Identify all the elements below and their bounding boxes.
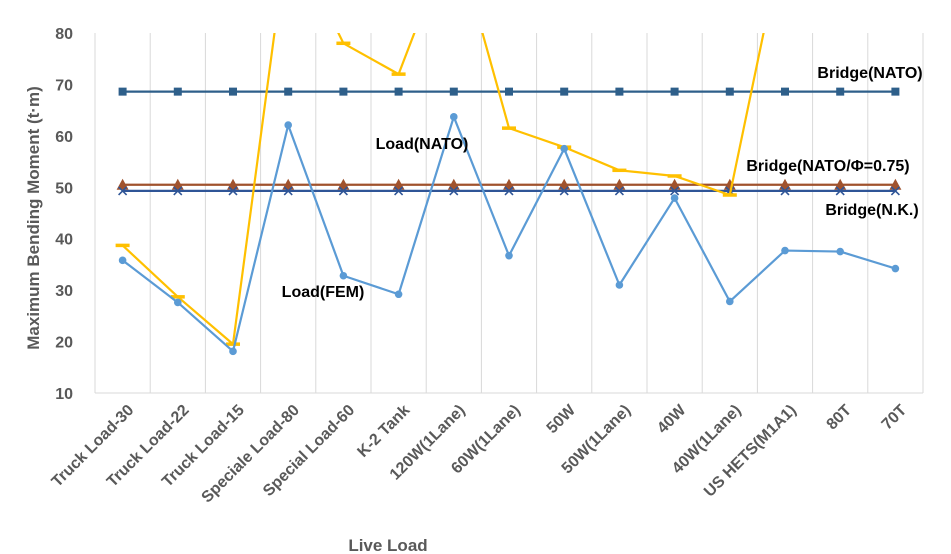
data-point-bridge-nato bbox=[339, 87, 348, 96]
series-line-load-fem bbox=[121, 115, 896, 353]
data-point-load-fem bbox=[394, 290, 403, 299]
data-point-load-fem bbox=[836, 247, 844, 256]
data-point-load-fem bbox=[615, 281, 624, 289]
grid-layer bbox=[94, 33, 924, 393]
annotation-bridge-n-k: Bridge(N.K.) bbox=[825, 202, 918, 219]
y-tick-label: 50 bbox=[55, 180, 73, 197]
data-point-load-fem bbox=[891, 264, 900, 273]
x-tick-label: 50W bbox=[544, 401, 580, 437]
x-tick-label: 70T bbox=[879, 402, 911, 434]
data-point-bridge-n-k bbox=[890, 186, 900, 196]
x-tick-label: Special Load-60 bbox=[260, 402, 358, 500]
x-axis-title: Live Load bbox=[348, 536, 427, 554]
y-tick-label: 40 bbox=[55, 232, 73, 249]
y-tick-label: 80 bbox=[55, 26, 73, 43]
data-point-bridge-nato bbox=[670, 87, 679, 96]
data-point-bridge-n-k bbox=[614, 186, 624, 196]
data-point-bridge-n-k bbox=[228, 186, 238, 196]
series-load-fem bbox=[118, 113, 900, 356]
x-tick-label: Speciale Load-80 bbox=[199, 402, 304, 507]
y-axis-title: Maximum Bending Moment (t·m) bbox=[24, 86, 43, 350]
data-point-load-fem bbox=[118, 256, 127, 265]
data-point-bridge-n-k bbox=[118, 186, 128, 196]
data-point-bridge-nato bbox=[394, 87, 403, 96]
y-tick-label: 60 bbox=[55, 129, 73, 146]
y-tick-label: 70 bbox=[55, 77, 73, 94]
annotation-load-nato: Load(NATO) bbox=[376, 136, 469, 153]
data-point-bridge-n-k bbox=[173, 186, 183, 196]
data-point-bridge-n-k bbox=[835, 186, 845, 196]
series-bridge-n-k bbox=[118, 186, 900, 196]
y-tick-label: 30 bbox=[55, 283, 73, 300]
y-tick-label: 20 bbox=[55, 335, 73, 352]
annotation-bridge-nato: Bridge(NATO) bbox=[817, 65, 922, 82]
data-point-bridge-nato bbox=[891, 87, 900, 96]
data-point-load-fem bbox=[670, 194, 679, 202]
annotation-bridge-nato-0-75: Bridge(NATO/Φ=0.75) bbox=[746, 158, 909, 175]
data-point-bridge-nato bbox=[229, 87, 237, 96]
data-point-bridge-nato bbox=[449, 87, 458, 96]
data-point-bridge-n-k bbox=[780, 186, 790, 196]
series-load-nato bbox=[115, 33, 765, 346]
data-point-load-fem bbox=[229, 347, 237, 356]
data-point-load-fem bbox=[450, 113, 458, 121]
data-point-bridge-nato bbox=[836, 87, 845, 96]
series-bridge-nato-0-75 bbox=[116, 178, 902, 190]
data-point-bridge-nato bbox=[173, 87, 182, 96]
data-point-load-fem bbox=[726, 297, 734, 306]
data-point-bridge-n-k bbox=[559, 186, 569, 196]
data-point-load-fem bbox=[339, 271, 348, 280]
data-point-bridge-nato bbox=[284, 87, 293, 96]
x-tick-label: 80T bbox=[824, 402, 856, 434]
data-point-bridge-n-k bbox=[449, 186, 459, 196]
data-point-bridge-n-k bbox=[670, 186, 680, 196]
annotation-load-fem: Load(FEM) bbox=[282, 284, 365, 301]
data-point-bridge-n-k bbox=[338, 186, 348, 196]
series-layer bbox=[115, 33, 902, 356]
data-point-bridge-n-k bbox=[394, 186, 404, 196]
y-tick-label: 10 bbox=[55, 386, 73, 403]
x-tick-label: K-2 Tank bbox=[354, 402, 413, 461]
series-bridge-nato bbox=[118, 87, 900, 96]
data-point-load-fem bbox=[174, 298, 182, 307]
series-line-load-nato bbox=[121, 33, 765, 346]
data-point-load-fem bbox=[781, 246, 789, 255]
data-point-bridge-nato bbox=[725, 87, 734, 96]
data-point-bridge-nato bbox=[118, 87, 127, 96]
data-point-bridge-nato bbox=[505, 87, 513, 96]
data-point-load-fem bbox=[284, 121, 293, 129]
x-tick-label: 40W bbox=[654, 401, 690, 437]
data-point-load-fem bbox=[505, 251, 513, 260]
data-point-bridge-nato bbox=[560, 87, 569, 96]
data-point-load-fem bbox=[560, 144, 568, 153]
data-point-bridge-nato bbox=[781, 87, 789, 96]
label-layer: Bridge(NATO) Load(NATO) Bridge(NATO/Φ=0.75… bbox=[282, 65, 923, 301]
data-point-bridge-nato bbox=[615, 87, 624, 96]
x-tick-label: US HETS(M1A1) bbox=[701, 402, 800, 501]
data-point-bridge-n-k bbox=[504, 186, 514, 196]
data-point-bridge-n-k bbox=[283, 186, 293, 196]
